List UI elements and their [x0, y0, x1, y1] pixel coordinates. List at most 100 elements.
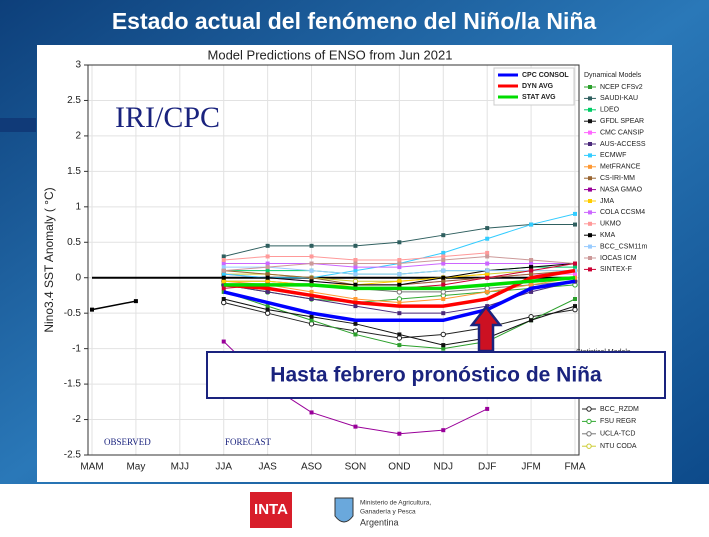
point	[485, 268, 490, 273]
point	[529, 258, 534, 262]
point	[309, 261, 314, 266]
point	[221, 258, 226, 262]
point	[529, 268, 534, 273]
point	[397, 240, 402, 245]
point	[529, 272, 534, 277]
point	[309, 410, 314, 415]
point	[485, 236, 490, 241]
point	[397, 311, 402, 316]
x-tick-label: SON	[345, 462, 367, 473]
point	[309, 268, 314, 273]
series-line	[223, 275, 576, 291]
callout-box	[206, 351, 666, 399]
ministry-shield	[334, 497, 354, 523]
legend-label: CPC CONSOL	[522, 72, 569, 79]
x-tick-label: DJF	[478, 462, 496, 473]
point	[353, 297, 358, 301]
point	[572, 306, 578, 313]
point	[221, 272, 226, 277]
point	[353, 243, 358, 248]
point	[265, 275, 270, 280]
legend-marker	[586, 418, 592, 425]
legend-label: SAUDI-KAU	[600, 95, 638, 102]
point	[353, 272, 358, 277]
point	[265, 268, 270, 273]
point	[441, 343, 446, 348]
legend-label: BCC_CSM11m	[600, 243, 647, 250]
callout-arrow	[469, 304, 503, 353]
inta-logo	[250, 492, 292, 528]
point	[221, 299, 227, 306]
point	[221, 286, 226, 291]
legend-title: Dynamical Models	[584, 72, 642, 79]
footer-background	[0, 484, 709, 537]
point	[221, 254, 226, 259]
page-title: Estado actual del fenómeno del Niño/la N…	[112, 8, 597, 34]
point	[265, 307, 270, 312]
point	[441, 268, 446, 273]
x-tick-label: NDJ	[434, 462, 453, 473]
y-tick-label: 0.5	[67, 237, 81, 248]
legend-marker	[588, 244, 592, 249]
point	[309, 254, 314, 259]
series-line	[91, 300, 137, 311]
point	[397, 279, 402, 284]
point	[528, 314, 534, 320]
point	[265, 289, 270, 294]
point	[265, 243, 270, 248]
point	[221, 297, 226, 301]
legend-marker	[588, 267, 592, 272]
point	[396, 296, 403, 302]
legend-label: BCC_RZDM	[600, 406, 639, 413]
point	[441, 254, 446, 259]
legend-label: NTU CODA	[600, 443, 637, 450]
point	[265, 304, 270, 309]
legend-marker	[588, 119, 592, 124]
point	[309, 318, 314, 323]
legend-marker	[588, 210, 592, 215]
point	[221, 265, 226, 270]
y-tick-label: 0	[75, 272, 81, 283]
point	[353, 304, 358, 309]
point	[265, 272, 270, 277]
point	[397, 431, 402, 436]
point	[441, 275, 446, 280]
point	[353, 261, 358, 266]
y-tick-label: -2	[72, 414, 81, 425]
point	[309, 279, 314, 284]
point	[529, 222, 534, 227]
legend-label: AUS-ACCESS	[600, 141, 646, 148]
point	[485, 254, 490, 259]
point	[529, 318, 534, 323]
legend-marker	[588, 85, 592, 89]
point	[90, 307, 94, 312]
y-tick-label: -1	[72, 343, 81, 354]
legend-label: NCEP CFSv2	[600, 84, 643, 91]
point	[485, 275, 490, 280]
ministry-line: Ministerio de Agricultura,	[360, 500, 431, 507]
point	[397, 272, 402, 277]
legend-marker	[588, 130, 592, 135]
y-tick-label: 2.5	[67, 95, 81, 106]
series-line	[223, 279, 576, 323]
legend-marker	[588, 199, 592, 203]
callout-text: Hasta febrero pronóstico de Niña	[270, 364, 602, 387]
legend-marker	[588, 221, 592, 226]
point	[353, 268, 358, 273]
point	[265, 254, 270, 259]
point	[309, 297, 314, 301]
point	[485, 289, 490, 294]
legend-marker	[588, 107, 592, 112]
point	[221, 339, 226, 344]
point	[529, 282, 534, 287]
point	[309, 243, 314, 248]
legend-label: NASA GMAO	[600, 186, 643, 193]
legend-marker	[588, 176, 592, 181]
point	[396, 335, 403, 341]
legend-label: COLA CCSM4	[600, 209, 645, 216]
legend-label: JMA	[600, 198, 614, 205]
point	[397, 261, 402, 266]
legend-label: DYN AVG	[522, 83, 554, 90]
point	[485, 406, 490, 411]
